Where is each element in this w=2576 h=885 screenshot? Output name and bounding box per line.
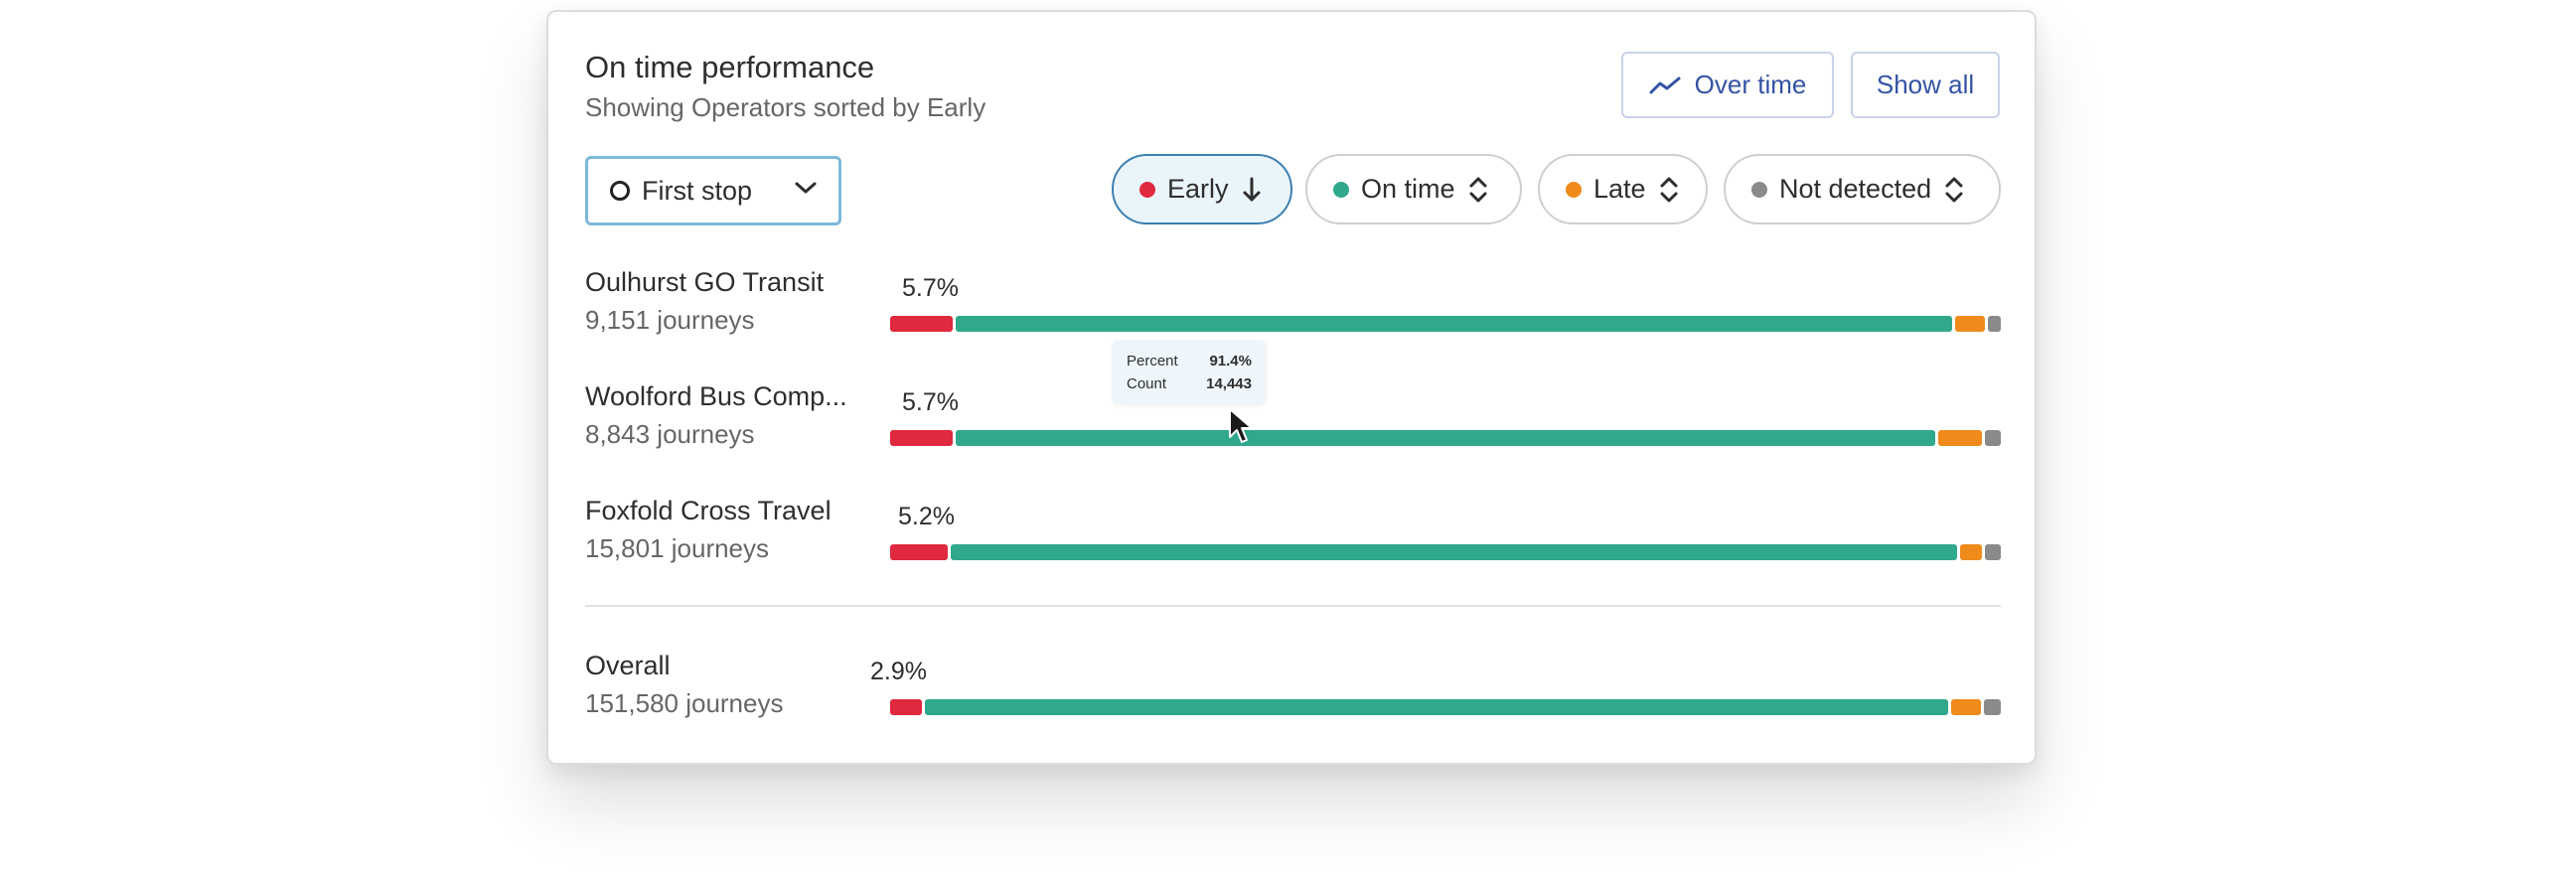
- early-percent-label: 5.7%: [902, 388, 959, 416]
- bar-segment-on-time[interactable]: [925, 699, 1949, 715]
- bar-segment-late[interactable]: [1951, 699, 1982, 715]
- sort-icon: [1945, 177, 1963, 202]
- show-all-label: Show all: [1876, 70, 1975, 99]
- filter-early[interactable]: Early: [1112, 154, 1292, 224]
- sort-icon: [1469, 177, 1487, 202]
- over-time-button[interactable]: Over time: [1621, 52, 1834, 118]
- stop-ring-icon: [610, 181, 630, 201]
- performance-bar[interactable]: [890, 430, 2001, 446]
- late-dot-icon: [1566, 181, 1582, 198]
- divider: [585, 605, 2001, 607]
- operator-name: Woolford Bus Comp...: [585, 381, 847, 411]
- filter-late-label: Late: [1593, 174, 1646, 204]
- card-title: On time performance: [585, 50, 875, 84]
- bar-segment-late[interactable]: [1938, 430, 1983, 446]
- tooltip-count-label: Count: [1127, 375, 1167, 392]
- tooltip-percent-value: 91.4%: [1209, 353, 1252, 369]
- on-time-dot-icon: [1333, 181, 1349, 198]
- overall-journeys: 151,580 journeys: [585, 688, 784, 718]
- over-time-label: Over time: [1694, 70, 1807, 99]
- chevron-down-icon: [795, 182, 817, 194]
- early-percent-label: 2.9%: [870, 658, 927, 685]
- filter-on-time-label: On time: [1361, 174, 1455, 204]
- bar-segment-early[interactable]: [890, 699, 923, 715]
- filter-not-detected[interactable]: Not detected: [1724, 154, 2001, 224]
- bar-segment-on-time[interactable]: [956, 316, 1952, 332]
- filter-early-label: Early: [1167, 174, 1229, 204]
- on-time-performance-card: On time performance Showing Operators so…: [546, 10, 2037, 765]
- stop-select-value: First stop: [642, 175, 753, 206]
- operator-journeys: 15,801 journeys: [585, 533, 770, 563]
- early-percent-label: 5.7%: [902, 274, 959, 302]
- overall-name: Overall: [585, 651, 671, 680]
- performance-bar[interactable]: [890, 544, 2001, 560]
- performance-bar[interactable]: [890, 316, 2001, 332]
- sort-icon: [1660, 177, 1678, 202]
- bar-segment-early[interactable]: [890, 316, 954, 332]
- bar-segment-not-detected[interactable]: [1985, 544, 2001, 560]
- tooltip-percent-label: Percent: [1127, 353, 1178, 369]
- operator-name: Foxfold Cross Travel: [585, 496, 832, 525]
- performance-bar[interactable]: [890, 699, 2001, 715]
- trend-line-icon: [1649, 76, 1681, 93]
- operator-journeys: 9,151 journeys: [585, 305, 755, 335]
- card-subtitle: Showing Operators sorted by Early: [585, 92, 986, 122]
- operator-name: Oulhurst GO Transit: [585, 267, 825, 297]
- bar-segment-early[interactable]: [890, 430, 954, 446]
- sort-descending-icon: [1243, 177, 1261, 201]
- bar-segment-early[interactable]: [890, 544, 948, 560]
- bar-segment-late[interactable]: [1960, 544, 1983, 560]
- mouse-cursor-icon: [1229, 408, 1253, 443]
- filter-late[interactable]: Late: [1538, 154, 1708, 224]
- bar-segment-not-detected[interactable]: [1985, 430, 2001, 446]
- bar-segment-on-time[interactable]: [956, 430, 1936, 446]
- bar-segment-not-detected[interactable]: [1987, 316, 2001, 332]
- bar-segment-on-time[interactable]: [950, 544, 1958, 560]
- show-all-button[interactable]: Show all: [1851, 52, 2000, 118]
- tooltip-count-value: 14,443: [1206, 375, 1252, 392]
- bar-segment-late[interactable]: [1954, 316, 1985, 332]
- bar-tooltip: Percent 91.4% Count 14,443: [1113, 340, 1266, 403]
- operator-journeys: 8,843 journeys: [585, 419, 755, 449]
- bar-segment-not-detected[interactable]: [1984, 699, 2001, 715]
- stop-select[interactable]: First stop: [585, 156, 841, 225]
- not-detected-dot-icon: [1751, 181, 1767, 198]
- early-dot-icon: [1139, 181, 1155, 198]
- early-percent-label: 5.2%: [898, 503, 955, 530]
- filter-on-time[interactable]: On time: [1305, 154, 1522, 224]
- filter-not-detected-label: Not detected: [1779, 174, 1932, 204]
